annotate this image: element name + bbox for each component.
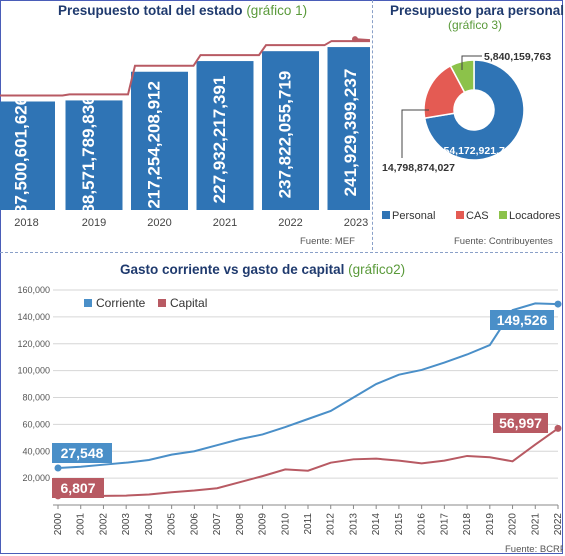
line-chart: 20,000 40,000 60,000 80,000 100,000 120,000 14… <box>17 285 563 554</box>
bar-value-label-2023: 241,929,399,237 <box>341 69 360 197</box>
x-tick-2006: 2006 <box>189 513 200 536</box>
x-tick-2021: 2021 <box>530 513 541 536</box>
bar-2021 <box>196 61 254 211</box>
x-tick-2005: 2005 <box>167 513 178 536</box>
pie-label-cas: 14,798,874,027 <box>382 162 455 174</box>
bar-value-label-2019: 188,571,789,836 <box>79 95 98 223</box>
bar-value-label-2020: 217,254,208,912 <box>145 81 164 209</box>
x-tick-2000: 2000 <box>53 513 64 536</box>
bar-chart-title-text: Presupuesto total del estado <box>58 3 243 18</box>
legend-swatch-corriente <box>84 299 92 307</box>
pie-chart-subtitle: (gráfico 3) <box>447 18 503 32</box>
x-tick-2004: 2004 <box>144 513 155 536</box>
pie-slice-personal <box>423 59 525 161</box>
pie-chart: 54,172,921,749 14,798,874,027 5,840,159,76… <box>382 51 561 247</box>
series-point-corriente-2022 <box>554 300 562 308</box>
pie-chart-source: Fuente: Contribuyentes <box>454 236 553 247</box>
line-chart-title-text: Gasto corriente vs gasto de capital <box>120 262 345 277</box>
callout-end-capital: 56,997 <box>499 415 542 431</box>
pie-chart-title: Presupuesto para personal (gráfico 3) <box>390 3 565 32</box>
x-tick-2011: 2011 <box>303 513 314 535</box>
pie-slice-locadores <box>449 59 475 94</box>
x-tick-2017: 2017 <box>439 513 450 536</box>
x-tick-2016: 2016 <box>417 513 428 536</box>
pie-legend-swatch-personal <box>382 211 390 219</box>
bar-x-tick-2019: 2019 <box>82 217 106 229</box>
legend-label-capital: Capital <box>170 296 207 310</box>
bar-value-label-2021: 227,932,217,391 <box>210 76 229 204</box>
bar-chart-source: Fuente: MEF <box>300 236 355 247</box>
budget-trend-end-dot <box>352 36 358 43</box>
callout-start-capital: 6,807 <box>60 480 95 496</box>
panel-divider-vertical <box>372 0 373 250</box>
bar-x-tick-2021: 2021 <box>213 217 237 229</box>
pie-legend-swatch-cas <box>456 211 464 219</box>
series-line-capital <box>57 427 559 498</box>
bar-2018 <box>0 101 55 210</box>
y-tick-140000: 140,000 <box>17 312 50 322</box>
pie-leader-locadores <box>461 55 482 70</box>
x-tick-2009: 2009 <box>258 513 269 536</box>
callout-end-corriente: 149,526 <box>497 312 548 328</box>
bar-2020 <box>131 71 188 210</box>
x-tick-2007: 2007 <box>212 513 223 536</box>
x-tick-2018: 2018 <box>462 513 473 536</box>
series-line-corriente <box>57 302 559 469</box>
line-chart-source: Fuente: BCRP <box>505 544 563 554</box>
x-tick-2010: 2010 <box>280 513 291 536</box>
callout-start-capital-box <box>52 478 104 498</box>
y-tick-20000: 20,000 <box>22 473 50 483</box>
bar-chart-subtitle: (gráfico 1) <box>246 3 308 18</box>
x-tick-2002: 2002 <box>98 513 109 536</box>
pie-legend-label-personal: Personal <box>392 210 435 222</box>
bar-x-tick-2023: 2023 <box>344 217 368 229</box>
bar-x-tick-2018: 2018 <box>14 217 38 229</box>
line-chart-title: Gasto corriente vs gasto de capital (grá… <box>120 262 405 277</box>
y-tick-60000: 60,000 <box>22 419 50 429</box>
pie-label-personal: 54,172,921,749 <box>444 145 517 157</box>
line-chart-subtitle: (gráfico2) <box>348 262 406 277</box>
pie-label-locadores: 5,840,159,763 <box>484 51 551 63</box>
x-tick-2003: 2003 <box>121 513 132 536</box>
series-point-capital-2022 <box>554 424 562 432</box>
y-tick-80000: 80,000 <box>22 393 50 403</box>
x-tick-2015: 2015 <box>394 513 405 536</box>
bar-x-tick-2022: 2022 <box>278 217 302 229</box>
pie-leader-cas <box>401 109 429 158</box>
bar-x-tick-2020: 2020 <box>147 217 171 229</box>
y-tick-120000: 120,000 <box>17 339 50 349</box>
pie-legend-label-locadores: Locadores <box>509 210 561 222</box>
x-tick-2020: 2020 <box>508 513 519 536</box>
x-tick-2014: 2014 <box>371 513 382 536</box>
bar-chart-title: Presupuesto total del estado (gráfico 1) <box>58 3 307 18</box>
callout-start-corriente: 27,548 <box>61 445 104 461</box>
callout-start-corriente-box <box>52 443 112 463</box>
x-tick-2012: 2012 <box>326 513 337 536</box>
pie-chart-title-text: Presupuesto para personal <box>390 3 565 18</box>
series-point-corriente-2000 <box>54 464 62 472</box>
x-tick-2022: 2022 <box>553 513 563 536</box>
callout-end-corriente-box <box>490 310 554 330</box>
x-tick-2019: 2019 <box>485 513 496 536</box>
legend-swatch-capital <box>158 299 166 307</box>
bar-2019 <box>65 100 123 210</box>
bar-value-label-2022: 237,822,055,719 <box>276 71 295 199</box>
budget-trend-line <box>0 38 370 97</box>
y-tick-160000: 160,000 <box>17 285 50 295</box>
bar-2022 <box>262 51 319 210</box>
pie-legend-swatch-locadores <box>499 211 507 219</box>
y-tick-100000: 100,000 <box>17 366 50 376</box>
pie-legend-label-cas: CAS <box>466 210 489 222</box>
bar-value-label-2018: 187,500,601,626 <box>12 96 31 224</box>
legend-label-corriente: Corriente <box>96 296 146 310</box>
bar-2023 <box>327 47 370 210</box>
x-tick-2001: 2001 <box>76 513 87 536</box>
y-tick-40000: 40,000 <box>22 446 50 456</box>
x-tick-2013: 2013 <box>348 513 359 536</box>
panel-divider-horizontal <box>0 252 563 253</box>
x-tick-2008: 2008 <box>235 513 246 536</box>
callout-end-capital-box <box>493 413 548 433</box>
